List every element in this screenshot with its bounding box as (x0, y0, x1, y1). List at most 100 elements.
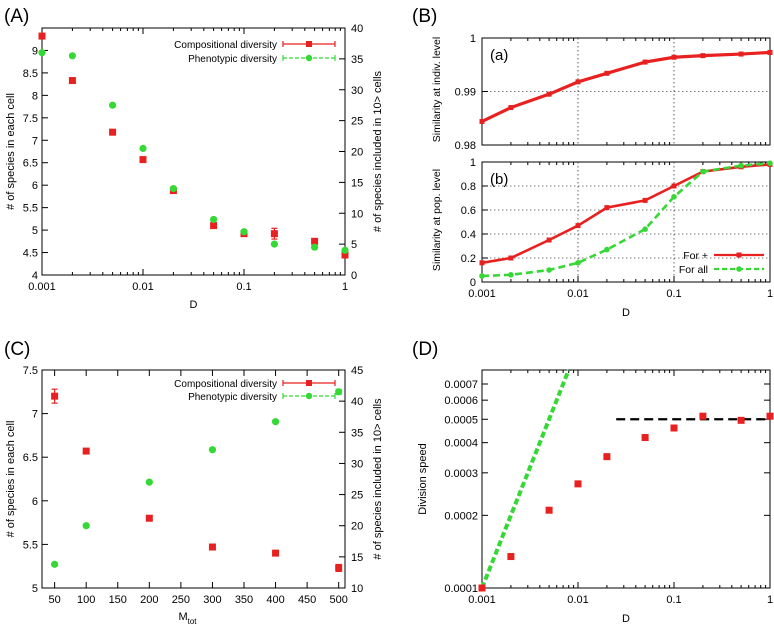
panel-bb-xtick-label-2: 0.1 (666, 288, 681, 300)
panel-bb-series-line-0 (481, 163, 771, 265)
panel-bb-xlabel: D (622, 307, 630, 319)
panel-c-point-1-2 (145, 478, 153, 486)
panel-c-xtick-label-8: 450 (298, 594, 316, 606)
panel-a-legend-0-marker (306, 41, 312, 47)
panel-a-ytick-label-5: 6.5 (23, 158, 38, 170)
panel-ba-point-2 (546, 91, 552, 97)
panel-bb-point-1-1 (508, 272, 514, 278)
panel-bb-point-0-1 (508, 255, 514, 261)
panel-bb-legend-label-0: For + (683, 250, 708, 262)
panel-a-ytick-label-9: 8.5 (23, 68, 38, 80)
panel-a-ylabel: # of species in each cell (5, 93, 17, 210)
panel-a-y2tick-label-5: 25 (351, 116, 363, 128)
panel-ba-point-8 (738, 51, 744, 57)
panel-c-y2tick-label-3: 25 (351, 490, 363, 502)
panel-c-point-1-5 (335, 388, 343, 396)
panel-bb-legend-label-1: For all (679, 264, 708, 276)
panel-c-point-1-4 (271, 418, 280, 426)
panel-c-y2tick-label-0: 10 (351, 583, 363, 595)
panel-bb-point-1-0 (479, 273, 485, 279)
panel-ba-ytick-label-2: 1 (470, 33, 476, 45)
panel-a-point-1-8 (310, 243, 319, 251)
panel-c-xtick-label-3: 200 (140, 594, 158, 606)
panel-a-frame (41, 27, 346, 276)
panel-a-point-0-0 (38, 32, 46, 40)
panel-d-ytick-label-6: 0.0007 (444, 379, 478, 391)
panel-c-xtick-label-2: 150 (109, 594, 127, 606)
panel-a-point-1-2 (108, 101, 117, 109)
panel-d-point-5 (641, 434, 649, 442)
panel-bb-xtick-label-3: 1 (767, 288, 773, 300)
panel-bb-point-1-3 (575, 260, 581, 266)
panel-a-ytick-label-7: 7.5 (23, 113, 38, 125)
panel-ba-point-3 (575, 79, 581, 85)
panel-bb-point-1-9 (767, 160, 773, 166)
panel-a-ytick-label-6: 7 (32, 135, 38, 147)
panel-c-xlabel: Mtot (178, 611, 197, 626)
panel-c-frame (41, 369, 346, 589)
panel-c-ytick-label-2: 6 (32, 496, 38, 508)
panel-c-y2label: # of species included in 10> cells (372, 398, 384, 560)
panel-d-point-6 (670, 424, 678, 432)
panel-bb-point-1-4 (604, 246, 610, 253)
panel-a-y2tick-label-0: 0 (351, 270, 357, 282)
panel-c-point-0-4 (272, 549, 280, 557)
panel-bb-ytick-label-0: 0 (470, 277, 476, 289)
panel-c-legend-1-label: Phenotypic diversity (188, 392, 277, 403)
panel-a-point-1-9 (341, 246, 349, 254)
panel-d-point-9 (766, 412, 774, 420)
panel-d-ytick-label-3: 0.0004 (444, 438, 478, 450)
panel-c-y2tick-label-4: 30 (351, 458, 363, 470)
panel-c-y2tick-label-2: 20 (351, 521, 363, 533)
panel-c-xtick-label-5: 300 (203, 594, 221, 606)
panel-label-c: (C) (4, 339, 30, 360)
panel-c-point-1-1 (82, 522, 90, 530)
panel-a-y2tick-label-8: 40 (351, 23, 363, 35)
panel-a-xtick-label-2: 0.1 (236, 281, 251, 293)
panel-c-xtick-label-9: 500 (330, 594, 348, 606)
panel-c-xtick-label-4: 250 (172, 594, 190, 606)
panel-d-point-1 (507, 553, 515, 561)
panel-label-b: (B) (412, 6, 437, 27)
panel-a-point-1-4 (169, 184, 178, 193)
panel-a-ytick-label-10: 9 (32, 45, 38, 57)
panel-c-point-0-2 (145, 514, 153, 522)
panel-a-point-0-3 (139, 156, 147, 164)
panel-d-refline-0 (480, 369, 571, 589)
panel-ba-point-9 (767, 49, 773, 55)
panel-a-point-0-9 (341, 251, 349, 259)
panel-ba-point-5 (642, 59, 648, 65)
panel-c-ytick-label-3: 6.5 (23, 452, 38, 464)
panel-a-y2tick-label-2: 10 (351, 208, 363, 220)
panel-d-ytick-label-2: 0.0003 (444, 468, 478, 480)
panel-bb-point-0-4 (604, 205, 610, 211)
panel-d-point-4 (603, 453, 611, 461)
panel-bb-ytick-label-5: 1 (470, 157, 476, 169)
panel-a-legend-0-label: Compositional diversity (174, 40, 277, 51)
panel-a-ytick-label-0: 4 (32, 270, 38, 282)
panel-ba-ytick-label-0: 0.98 (455, 140, 476, 152)
panel-bb-frame (481, 161, 771, 283)
panel-d-ytick-label-5: 0.0006 (444, 395, 478, 407)
panel-ba-inset-label: (a) (490, 47, 508, 64)
panel-a-point-1-1 (68, 52, 77, 60)
panel-bb-point-0-6 (671, 183, 677, 189)
panel-d-point-0 (478, 584, 486, 592)
panel-bb-xtick-label-0: 0.001 (468, 288, 496, 300)
panel-bb-point-1-5 (642, 226, 648, 232)
panel-bb-point-1-8 (738, 162, 744, 169)
panel-bb-point-0-5 (642, 197, 648, 203)
panel-c-legend-0-marker (306, 380, 312, 386)
panel-a-xlabel: D (190, 299, 198, 311)
panel-a-ytick-label-4: 6 (32, 180, 38, 192)
panel-a-point-0-7 (270, 230, 278, 238)
panel-a-y2tick-label-4: 20 (351, 147, 363, 159)
panel-a-point-1-3 (139, 144, 147, 153)
panel-c-xtick-label-7: 400 (266, 594, 284, 606)
panel-d-ytick-label-4: 0.0005 (444, 414, 478, 426)
panel-a-point-1-0 (38, 49, 46, 57)
panel-d-ytick-label-1: 0.0002 (444, 510, 478, 522)
panel-bb-point-0-0 (479, 260, 485, 266)
panel-a-ytick-label-3: 5.5 (23, 203, 38, 215)
